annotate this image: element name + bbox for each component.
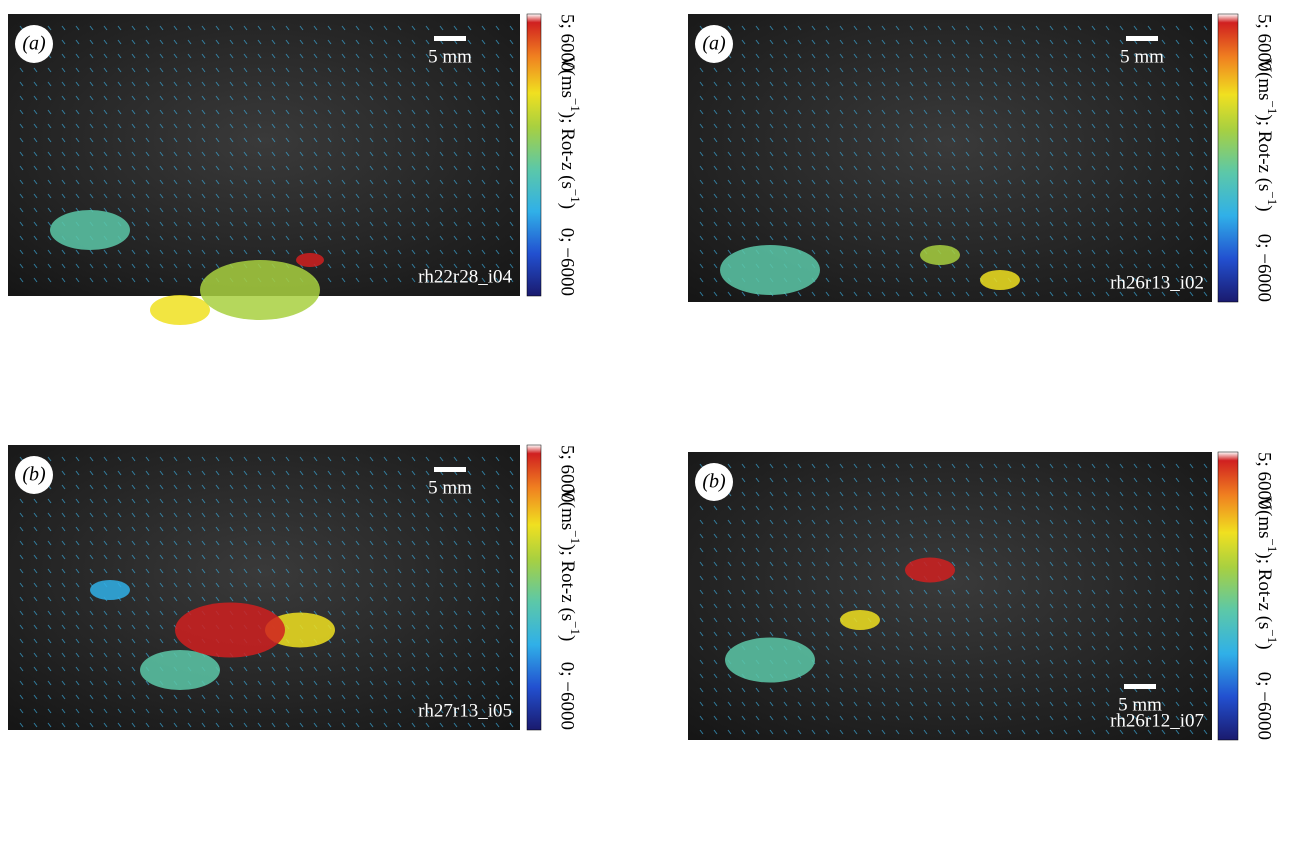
run-id: rh26r13_i02: [1110, 272, 1204, 293]
superscript: −1: [1265, 629, 1280, 643]
vorticity-blob: [175, 603, 285, 658]
run-id: rh22r28_i04: [418, 266, 512, 287]
scale-bar: [434, 467, 466, 472]
vorticity-blob: [150, 295, 210, 325]
superscript: −1: [568, 189, 583, 203]
scale-bar: [1126, 36, 1158, 41]
superscript: −1: [568, 621, 583, 635]
scale-bar-label: 5 mm: [428, 477, 472, 498]
colorbar-title: V(ms−1); Rot-z (s−1): [1254, 496, 1280, 649]
superscript: −1: [568, 530, 583, 544]
vorticity-blob: [200, 260, 320, 320]
figure: (a)5 mmrh22r28_i045; 60000; −6000V(ms−1)…: [0, 0, 1315, 852]
superscript: −1: [1265, 101, 1280, 115]
vorticity-blob: [725, 638, 815, 683]
title-part: ): [557, 635, 578, 641]
colorbar: [1218, 452, 1238, 740]
colorbar-min: 0; −6000: [557, 228, 578, 296]
title-part: V(ms: [1254, 496, 1275, 538]
colorbar: [527, 445, 541, 730]
title-part: ); Rot-z (s: [1254, 114, 1275, 191]
colorbar: [1218, 14, 1238, 302]
title-part: V(ms: [557, 56, 578, 98]
scale-bar-label: 5 mm: [1120, 46, 1164, 67]
vorticity-blob: [980, 270, 1020, 290]
vorticity-blob: [905, 558, 955, 583]
title-part: V(ms: [557, 488, 578, 530]
colorbar: [527, 14, 541, 296]
title-part: ): [1254, 643, 1275, 649]
panel: (a)5 mmrh22r28_i045; 60000; −6000V(ms−1)…: [8, 14, 583, 325]
vorticity-blob: [920, 245, 960, 265]
colorbar-min: 0; −6000: [1254, 234, 1275, 302]
vorticity-blob: [50, 210, 130, 250]
scale-bar-label: 5 mm: [428, 46, 472, 67]
title-part: ); Rot-z (s: [557, 544, 578, 621]
run-id: rh26r12_i07: [1110, 710, 1204, 731]
superscript: −1: [568, 98, 583, 112]
run-id: rh27r13_i05: [418, 700, 512, 721]
vorticity-blob: [720, 245, 820, 295]
panel: (b)5 mmrh27r13_i055; 60000; −6000V(ms−1)…: [8, 445, 583, 730]
vorticity-blob: [90, 580, 130, 600]
vorticity-blob: [296, 253, 324, 267]
panel-label: (a): [22, 33, 46, 55]
title-part: V(ms: [1254, 58, 1275, 100]
superscript: −1: [1265, 539, 1280, 553]
vorticity-blob: [840, 610, 880, 630]
scale-bar: [1124, 684, 1156, 689]
colorbar-title: V(ms−1); Rot-z (s−1): [557, 488, 583, 641]
panel-label: (a): [702, 33, 726, 55]
colorbar-min: 0; −6000: [557, 662, 578, 730]
panel-label: (b): [702, 471, 726, 493]
superscript: −1: [1265, 191, 1280, 205]
scale-bar: [434, 36, 466, 41]
vorticity-blob: [140, 650, 220, 690]
title-part: ): [1254, 205, 1275, 211]
title-part: ); Rot-z (s: [557, 112, 578, 189]
panel: (a)5 mmrh26r13_i025; 60000; −6000V(ms−1)…: [688, 14, 1280, 302]
colorbar-min: 0; −6000: [1254, 672, 1275, 740]
colorbar-title: V(ms−1); Rot-z (s−1): [1254, 58, 1280, 211]
panel-label: (b): [22, 464, 46, 486]
title-part: ): [557, 203, 578, 209]
panel: (b)5 mmrh26r12_i075; 60000; −6000V(ms−1)…: [688, 452, 1280, 740]
title-part: ); Rot-z (s: [1254, 552, 1275, 629]
colorbar-title: V(ms−1); Rot-z (s−1): [557, 56, 583, 209]
